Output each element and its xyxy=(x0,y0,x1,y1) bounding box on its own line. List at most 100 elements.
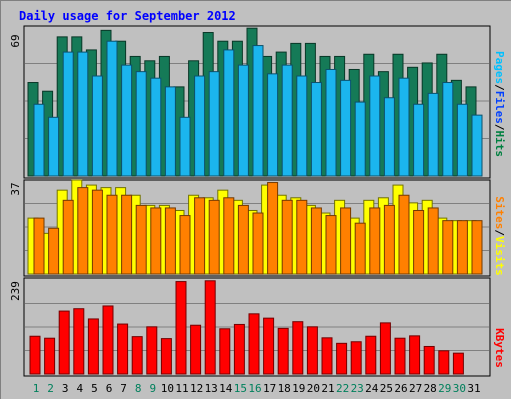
x-tick-label: 17 xyxy=(263,382,276,395)
bar-sites-day-21 xyxy=(325,215,337,275)
bar-kbytes-day-11 xyxy=(175,281,187,375)
y-max-label: 37 xyxy=(9,182,22,195)
legend: Sites/Visits xyxy=(493,196,506,276)
chart-title: Daily usage for September 2012 xyxy=(19,9,236,23)
x-tick-label: 22 xyxy=(336,382,349,395)
bar-kbytes-day-19 xyxy=(292,321,304,375)
bar-sites-day-28 xyxy=(427,207,439,275)
bar-pages-day-8 xyxy=(135,71,147,177)
svg-text:Sites/Visits: Sites/Visits xyxy=(493,196,506,276)
bar-kbytes-day-30 xyxy=(452,352,464,375)
bar-kbytes-day-27 xyxy=(409,335,421,375)
bar-pages-day-13 xyxy=(208,71,220,177)
bar-kbytes-day-18 xyxy=(277,327,289,375)
bar-sites-day-29 xyxy=(442,220,454,275)
bar-kbytes-day-24 xyxy=(365,335,377,375)
bar-kbytes-day-26 xyxy=(394,337,406,375)
bar-sites-day-7 xyxy=(121,194,133,275)
bar-sites-day-30 xyxy=(456,220,468,275)
legend: KBytes xyxy=(493,328,506,368)
bar-pages-day-1 xyxy=(33,103,45,177)
bar-sites-day-13 xyxy=(208,199,220,275)
bar-pages-day-17 xyxy=(267,73,279,177)
x-tick-label: 1 xyxy=(33,382,40,395)
bar-pages-day-25 xyxy=(383,97,395,177)
x-tick-label: 15 xyxy=(234,382,247,395)
bar-kbytes-day-25 xyxy=(379,322,391,375)
bar-kbytes-day-29 xyxy=(438,350,450,375)
bar-pages-day-15 xyxy=(237,64,249,177)
bar-pages-day-11 xyxy=(179,116,191,177)
bar-sites-day-31 xyxy=(471,220,483,275)
bar-sites-day-10 xyxy=(164,207,176,275)
bar-pages-day-16 xyxy=(252,45,264,177)
bar-pages-day-26 xyxy=(398,77,410,177)
x-tick-label: 14 xyxy=(219,382,233,395)
bar-pages-day-20 xyxy=(310,82,322,177)
bar-pages-day-14 xyxy=(223,49,235,177)
bar-sites-day-9 xyxy=(150,207,162,275)
bar-sites-day-14 xyxy=(223,197,235,275)
bar-sites-day-1 xyxy=(33,217,45,275)
bar-sites-day-3 xyxy=(62,199,74,275)
bar-kbytes-day-6 xyxy=(102,305,114,375)
bar-pages-day-28 xyxy=(427,92,439,177)
bar-pages-day-7 xyxy=(121,64,133,177)
bar-sites-day-8 xyxy=(135,204,147,275)
panel-bars xyxy=(27,179,483,275)
bar-sites-day-24 xyxy=(369,207,381,275)
panel-hits-files-pages: 69 Pages/Files/Hits xyxy=(9,25,506,179)
bar-pages-day-9 xyxy=(150,77,162,177)
bar-sites-day-19 xyxy=(296,199,308,275)
bar-sites-day-26 xyxy=(398,194,410,275)
legend-pages: Pages xyxy=(493,51,506,84)
bar-sites-day-15 xyxy=(237,204,249,275)
bar-kbytes-day-16 xyxy=(248,313,260,375)
panel-bars xyxy=(29,280,464,375)
bar-kbytes-day-13 xyxy=(204,280,216,375)
bar-kbytes-day-15 xyxy=(233,323,245,375)
bar-sites-day-23 xyxy=(354,222,366,275)
bar-sites-day-27 xyxy=(413,209,425,275)
bar-pages-day-22 xyxy=(340,79,352,177)
legend-separator: / xyxy=(493,229,506,236)
legend-separator: / xyxy=(493,124,506,131)
bar-sites-day-18 xyxy=(281,199,293,275)
x-tick-label: 11 xyxy=(175,382,188,395)
x-tick-label: 18 xyxy=(278,382,291,395)
bar-pages-day-12 xyxy=(194,75,206,177)
x-axis-labels: 1 2 3 4 5 6 7 8 9 10 11 12 13 14 15 16 17 18 19 20 21 22 23 24 2… xyxy=(33,382,481,395)
bar-pages-day-23 xyxy=(354,101,366,177)
legend-files: Files xyxy=(493,91,506,124)
x-tick-label: 25 xyxy=(380,382,393,395)
bar-sites-day-11 xyxy=(179,215,191,275)
bar-kbytes-day-8 xyxy=(131,336,143,375)
x-tick-label: 2 xyxy=(47,382,54,395)
legend-hits: Hits xyxy=(493,131,506,158)
bar-kbytes-day-1 xyxy=(29,335,41,375)
bar-kbytes-day-20 xyxy=(306,326,318,375)
bar-pages-day-21 xyxy=(325,68,337,177)
x-tick-label: 23 xyxy=(351,382,364,395)
bar-kbytes-day-21 xyxy=(321,337,333,375)
bar-kbytes-day-23 xyxy=(350,341,362,375)
bar-pages-day-19 xyxy=(296,75,308,177)
x-tick-label: 13 xyxy=(205,382,218,395)
bar-kbytes-day-14 xyxy=(219,328,231,375)
bar-sites-day-25 xyxy=(383,204,395,275)
bar-kbytes-day-3 xyxy=(58,310,70,375)
bar-sites-day-17 xyxy=(267,182,279,275)
x-tick-label: 10 xyxy=(161,382,174,395)
y-max-label: 239 xyxy=(9,281,22,301)
bar-kbytes-day-17 xyxy=(263,317,275,375)
bar-kbytes-day-28 xyxy=(423,345,435,375)
x-tick-label: 16 xyxy=(248,382,261,395)
bar-pages-day-10 xyxy=(164,86,176,177)
x-tick-label: 20 xyxy=(307,382,320,395)
bar-pages-day-27 xyxy=(413,103,425,177)
bar-pages-day-18 xyxy=(281,64,293,177)
panel-bars xyxy=(27,27,483,177)
panel-visits-sites: 37 Sites/Visits xyxy=(9,179,506,277)
bar-pages-day-5 xyxy=(91,75,103,177)
